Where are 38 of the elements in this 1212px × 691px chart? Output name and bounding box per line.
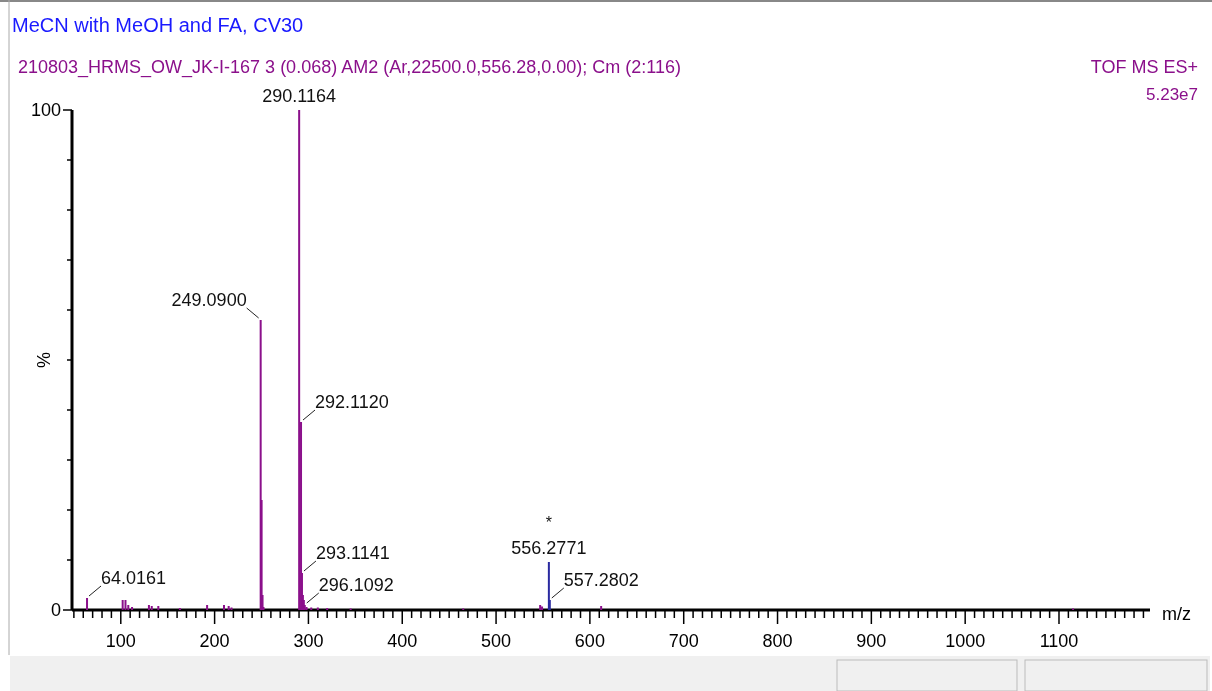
bar [150,606,153,610]
bar [124,600,127,610]
annotation: 290.1164 [262,86,337,106]
x-tick-label: 900 [856,631,887,651]
annotation: 249.0900 [171,290,247,310]
annotation: 556.2771 [511,538,587,558]
x-tick-label: 200 [199,631,230,651]
x-tick-label: 600 [574,631,605,651]
x-tick-label: 100 [105,631,136,651]
x-tick-label: 1100 [1039,631,1079,651]
x-tick-label: 300 [293,631,324,651]
text: 5.23e7 [1146,85,1198,104]
bar [157,606,160,610]
x-tick-label: 400 [387,631,418,651]
x-tick-label: 500 [481,631,512,651]
annotation: 292.1120 [315,392,389,412]
bar [298,110,301,610]
chart-title: MeCN with MeOH and FA, CV30 [12,14,304,36]
text: TOF MS ES+ [1090,57,1198,77]
chart-subtitle: 210803_HRMS_OW_JK-I-167 3 (0.068) AM2 (Ar,22500.0,556.28,0.00); Cm (2:116) [18,57,682,78]
annotation: 293.1141 [315,543,390,563]
annotation: 64.0161 [101,568,167,588]
x-tick-label: 1000 [945,631,986,651]
y-tick-label: 0 [50,600,61,620]
x-tick-label: 800 [762,631,793,651]
bar [147,605,150,610]
bar [131,607,134,610]
annotation: * [545,514,552,531]
bar [600,606,603,610]
x-axis-title: m/z [1162,604,1191,624]
annotation: 296.1092 [318,575,394,595]
annotation: 557.2802 [563,570,639,590]
bar [86,598,89,610]
bar [222,605,225,610]
bar [121,600,124,610]
bar [206,605,209,610]
y-axis-title: % [34,351,54,369]
x-tick-label: 700 [668,631,699,651]
